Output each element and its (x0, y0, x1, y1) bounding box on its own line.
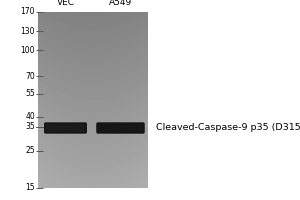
Text: 70: 70 (25, 72, 35, 81)
Text: 35: 35 (25, 122, 35, 131)
Text: VEC: VEC (56, 0, 74, 7)
Text: A549: A549 (109, 0, 132, 7)
Text: 100: 100 (20, 46, 35, 55)
Text: 25: 25 (26, 146, 35, 155)
Text: 40: 40 (25, 112, 35, 121)
Text: 15: 15 (26, 184, 35, 192)
Text: Cleaved-Caspase-9 p35 (D315): Cleaved-Caspase-9 p35 (D315) (156, 123, 300, 132)
Text: 130: 130 (20, 27, 35, 36)
Text: 170: 170 (20, 7, 35, 17)
Text: 55: 55 (25, 89, 35, 98)
FancyBboxPatch shape (45, 123, 86, 133)
FancyBboxPatch shape (97, 123, 144, 133)
